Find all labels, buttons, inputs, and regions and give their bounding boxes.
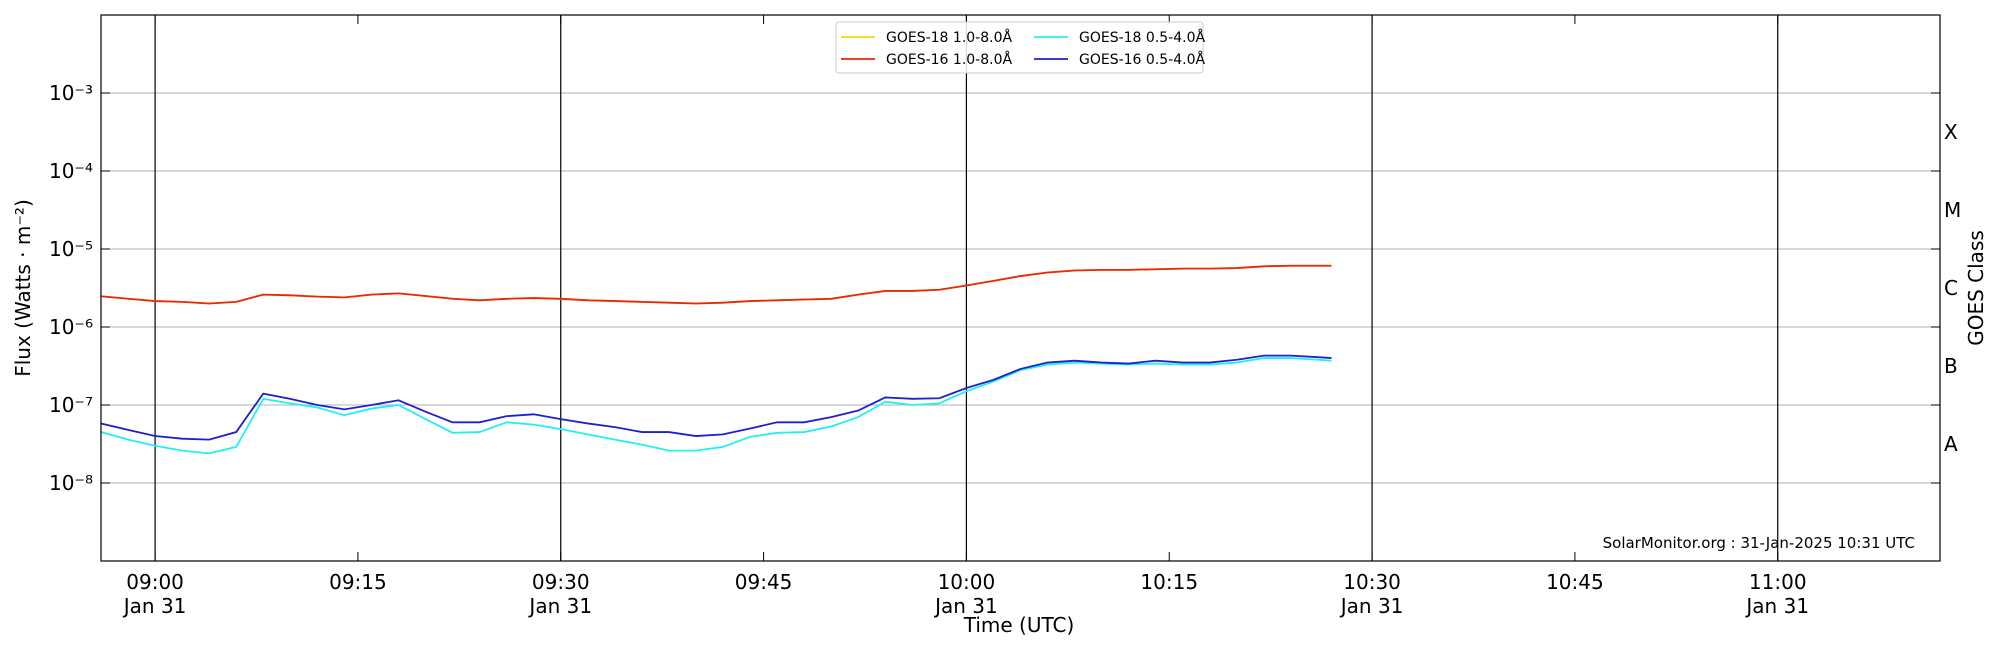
x-tick-label-line: Jan 31 <box>527 594 592 618</box>
plot-frame <box>100 14 1941 562</box>
legend-label: GOES-18 0.5-4.0Å <box>1079 29 1205 46</box>
x-tick-label: 09:45 <box>735 570 793 594</box>
y2-tick-label: C <box>1944 276 1958 300</box>
x-tick-label-line: Jan 31 <box>1339 594 1404 618</box>
x-tick-label-line: 10:30 <box>1343 570 1401 594</box>
y-axis-label: Flux (Watts · m⁻²) <box>11 199 35 377</box>
x-tick-label: 11:00 Jan 31 <box>1744 570 1809 618</box>
x-tick-label-line: Jan 31 <box>122 594 187 618</box>
y-tick-label: 10⁻⁴ <box>49 159 93 183</box>
x-tick-label-line: 10:45 <box>1546 570 1604 594</box>
y-tick-label: 10⁻⁸ <box>49 471 93 495</box>
y-tick-label: 10⁻⁶ <box>49 315 93 339</box>
x-tick-label: 09:15 <box>329 570 387 594</box>
x-tick-label: 09:00 Jan 31 <box>122 570 187 618</box>
y2-tick-label: M <box>1944 198 1961 222</box>
series-line <box>100 357 1332 455</box>
x-tick-label-line: 09:15 <box>329 570 387 594</box>
x-tick-label-line: 11:00 <box>1749 570 1807 594</box>
legend-label: GOES-16 1.0-8.0Å <box>886 51 1012 68</box>
x-tick-label-line: Jan 31 <box>933 594 998 618</box>
y2-tick-label: X <box>1944 120 1958 144</box>
y-tick-label: 10⁻³ <box>49 81 93 105</box>
x-tick-label: 09:30 Jan 31 <box>527 570 592 618</box>
x-tick-label: 10:45 <box>1546 570 1604 594</box>
legend-label: GOES-18 1.0-8.0Å <box>886 29 1012 46</box>
x-tick-label: 10:30 Jan 31 <box>1339 570 1404 618</box>
x-tick-label-line: Jan 31 <box>1744 594 1809 618</box>
y-tick-label: 10⁻⁷ <box>49 393 93 417</box>
legend-label: GOES-16 0.5-4.0Å <box>1079 51 1205 68</box>
x-tick-label: 10:15 <box>1140 570 1198 594</box>
x-tick-label-line: 09:00 <box>126 570 184 594</box>
series-line <box>100 354 1332 441</box>
x-tick-label: 10:00 Jan 31 <box>933 570 998 618</box>
series-line <box>100 264 1332 305</box>
x-tick-label-line: 09:45 <box>735 570 793 594</box>
y2-tick-label: B <box>1944 354 1958 378</box>
y2-axis-label: GOES Class <box>1964 230 1988 346</box>
x-tick-label-line: 09:30 <box>532 570 590 594</box>
annotation: SolarMonitor.org : 31-Jan-2025 10:31 UTC <box>1603 534 1915 552</box>
x-axis-label: Time (UTC) <box>963 613 1075 637</box>
x-tick-label-line: 10:15 <box>1140 570 1198 594</box>
y-tick-label: 10⁻⁵ <box>49 237 93 261</box>
y2-tick-label: A <box>1944 432 1958 456</box>
legend-box <box>835 21 1204 74</box>
x-tick-label-line: 10:00 <box>938 570 996 594</box>
